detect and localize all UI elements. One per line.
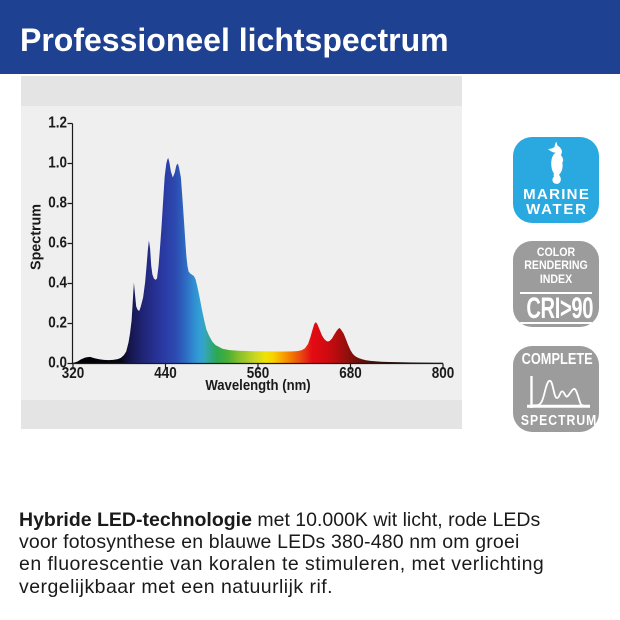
svg-text:680: 680 xyxy=(339,365,361,382)
svg-text:800: 800 xyxy=(432,365,454,382)
svg-text:320: 320 xyxy=(62,365,84,382)
svg-text:Spectrum: Spectrum xyxy=(29,204,45,270)
svg-text:1.2: 1.2 xyxy=(48,115,67,132)
svg-text:0.6: 0.6 xyxy=(48,235,67,252)
svg-text:560: 560 xyxy=(247,365,269,382)
svg-text:0.2: 0.2 xyxy=(48,315,67,332)
svg-text:1.0: 1.0 xyxy=(48,155,67,172)
svg-text:0.0: 0.0 xyxy=(48,355,67,372)
svg-text:0.4: 0.4 xyxy=(48,275,67,292)
svg-text:0.8: 0.8 xyxy=(48,195,67,212)
svg-text:Wavelength (nm): Wavelength (nm) xyxy=(205,378,310,394)
svg-text:440: 440 xyxy=(154,365,176,382)
